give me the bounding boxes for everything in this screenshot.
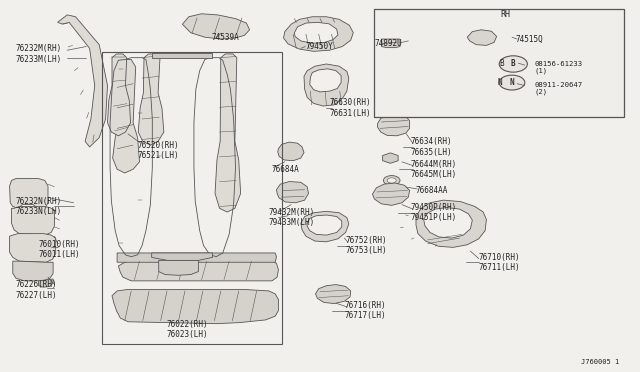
Polygon shape (38, 279, 53, 287)
Text: 74892U: 74892U (374, 39, 402, 48)
Circle shape (499, 75, 525, 90)
Polygon shape (284, 17, 353, 51)
Polygon shape (301, 211, 349, 242)
Text: 79432M(RH)
79433M(LH): 79432M(RH) 79433M(LH) (269, 208, 315, 227)
Text: 08156-61233
(1): 08156-61233 (1) (534, 61, 582, 74)
Text: 76684AA: 76684AA (416, 186, 449, 195)
Polygon shape (113, 60, 140, 173)
Bar (102, 52, 282, 344)
Text: 76716(RH)
76717(LH): 76716(RH) 76717(LH) (344, 301, 386, 320)
Polygon shape (117, 253, 276, 262)
Text: 08911-20647
(2): 08911-20647 (2) (534, 82, 582, 95)
Polygon shape (12, 206, 54, 235)
Polygon shape (159, 260, 198, 275)
Polygon shape (182, 14, 250, 39)
Polygon shape (215, 54, 241, 212)
Text: J760005 1: J760005 1 (581, 359, 620, 365)
Polygon shape (467, 30, 497, 45)
Polygon shape (108, 54, 131, 136)
Polygon shape (304, 64, 349, 106)
Text: 76520(RH)
76521(LH): 76520(RH) 76521(LH) (138, 141, 179, 160)
Polygon shape (13, 261, 53, 281)
Polygon shape (372, 183, 410, 205)
Text: 76630(RH)
76631(LH): 76630(RH) 76631(LH) (330, 98, 371, 118)
Text: 76232M(RH)
76233M(LH): 76232M(RH) 76233M(LH) (16, 44, 62, 64)
Text: N: N (509, 78, 515, 87)
Bar (374, 9, 624, 117)
Text: 76684A: 76684A (272, 165, 300, 174)
Text: 76752(RH)
76753(LH): 76752(RH) 76753(LH) (346, 236, 387, 255)
Circle shape (499, 56, 527, 72)
Polygon shape (10, 179, 48, 209)
Polygon shape (152, 253, 212, 260)
Text: 74515Q: 74515Q (515, 35, 543, 44)
Polygon shape (118, 260, 278, 281)
Polygon shape (307, 215, 342, 235)
Text: B: B (511, 60, 516, 68)
Polygon shape (316, 285, 351, 304)
Text: 79450Y: 79450Y (305, 42, 333, 51)
Polygon shape (381, 39, 400, 48)
Polygon shape (58, 15, 108, 147)
Text: 76022(RH)
76023(LH): 76022(RH) 76023(LH) (166, 320, 208, 339)
Text: 76226(RH)
76227(LH): 76226(RH) 76227(LH) (16, 280, 58, 300)
Text: 74539A: 74539A (211, 33, 239, 42)
Polygon shape (383, 153, 398, 163)
Polygon shape (310, 69, 341, 92)
Polygon shape (416, 200, 486, 247)
Polygon shape (378, 115, 410, 136)
Polygon shape (138, 54, 164, 145)
Text: 76710(RH)
76711(LH): 76710(RH) 76711(LH) (479, 253, 520, 272)
Circle shape (387, 178, 396, 183)
Text: 76232N(RH)
76233N(LH): 76232N(RH) 76233N(LH) (16, 197, 62, 216)
Polygon shape (10, 234, 56, 262)
Text: RH: RH (500, 10, 511, 19)
Text: 79450P(RH)
79451P(LH): 79450P(RH) 79451P(LH) (411, 203, 457, 222)
Polygon shape (424, 208, 472, 238)
Text: 76010(RH)
76011(LH): 76010(RH) 76011(LH) (38, 240, 80, 259)
Polygon shape (152, 53, 212, 58)
Polygon shape (276, 182, 308, 203)
Circle shape (383, 176, 400, 185)
Polygon shape (112, 289, 278, 324)
Polygon shape (278, 142, 304, 161)
Text: N: N (498, 78, 502, 87)
Polygon shape (294, 22, 338, 43)
Text: 76644M(RH)
76645M(LH): 76644M(RH) 76645M(LH) (411, 160, 457, 179)
Text: B: B (499, 60, 504, 68)
Text: 76634(RH)
76635(LH): 76634(RH) 76635(LH) (411, 137, 452, 157)
